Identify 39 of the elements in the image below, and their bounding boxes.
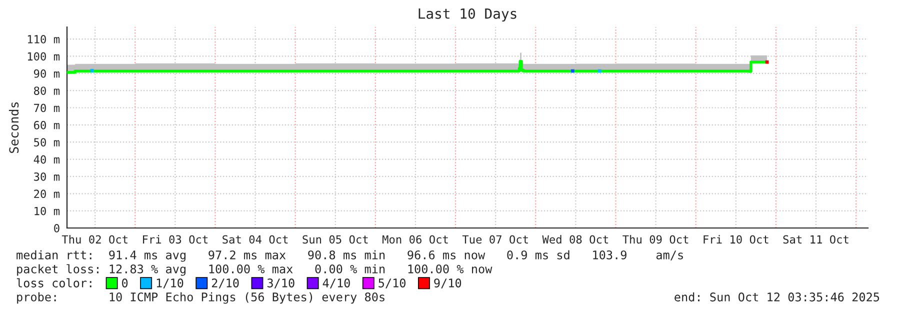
point [90, 68, 94, 72]
x-tick-label: Mon 06 Oct [382, 235, 448, 244]
point [570, 69, 574, 73]
point [598, 69, 602, 73]
x-tick-label: Wed 08 Oct [542, 235, 608, 244]
x-tick-label: Sat 11 Oct [783, 235, 848, 244]
y-tick-label: 30 m [34, 172, 60, 181]
x-tick-label: Sat 04 Oct [222, 235, 288, 244]
text: packet loss: 12.83 % avg 100.00 % max 0.00 % min 100.00 % now [17, 264, 492, 276]
y-tick-label: 70 m [34, 104, 60, 112]
text: probe: 10 ICMP Echo Pings (56 Bytes) every 80s [17, 292, 384, 304]
y-tick-label: 10 m [34, 206, 60, 216]
x-tick-label: Tue 07 Oct [462, 235, 528, 244]
legend-label: 5/10 [378, 278, 406, 288]
y-tick-label: 60 m [34, 120, 60, 130]
chart-title: Last 10 Days [418, 8, 516, 22]
legend-title: loss color: [16, 278, 92, 288]
y-tick-label: 80 m [34, 86, 60, 95]
y-tick-label: 0 [54, 224, 60, 232]
text: median rtt: 91.4 ms avg 97.2 ms max 90.8 ms min 96.6 ms now 0.9 ms sd 103.9 am/s [16, 250, 683, 262]
text: end: Sun Oct 12 03:35:46 2025 [674, 292, 880, 302]
x-tick-label: Fri 10 Oct [704, 235, 768, 244]
x-tick-label: Thu 02 Oct [62, 235, 128, 244]
x-tick-label: Fri 03 Oct [143, 235, 208, 244]
y-tick-label: 110 m [28, 35, 60, 44]
y-tick-label: 100 m [28, 52, 60, 61]
legend-label: 0 [122, 278, 128, 288]
x-tick-label: Sun 05 Oct [302, 235, 368, 244]
legend-label: 4/10 [322, 278, 350, 288]
legend-label: 1/10 [156, 278, 184, 288]
x-tick-label: Thu 09 Oct [622, 235, 688, 244]
y-tick-label: 90 m [34, 69, 60, 78]
y-tick-label: 40 m [34, 155, 60, 164]
y-tick-label: 50 m [34, 138, 60, 147]
legend-label: 9/10 [434, 278, 462, 288]
legend-label: 3/10 [267, 278, 294, 288]
y-axis-title: Seconds [8, 102, 19, 153]
y-tick-label: 20 m [34, 190, 60, 198]
legend-label: 2/10 [212, 278, 239, 288]
